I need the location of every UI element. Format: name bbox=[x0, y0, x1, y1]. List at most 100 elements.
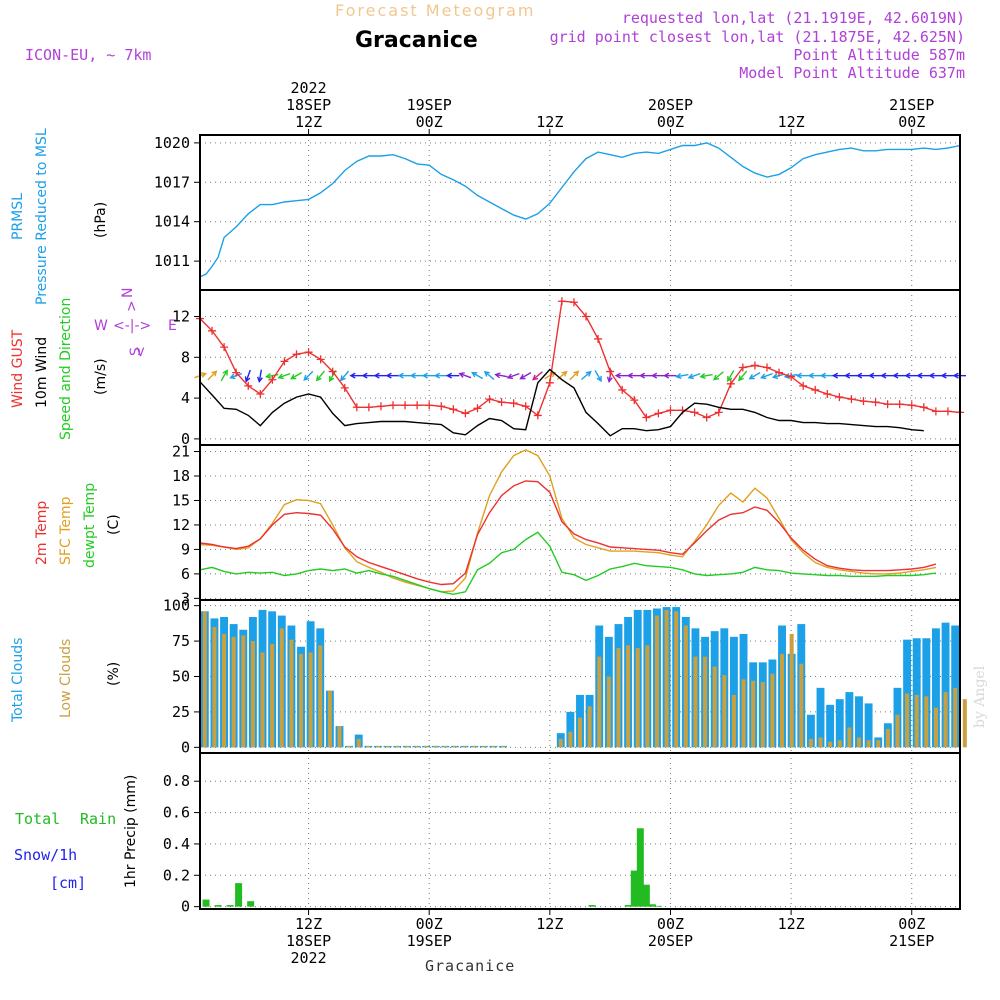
gust-marker bbox=[364, 403, 373, 412]
temp-unit: (C) bbox=[106, 514, 122, 535]
wind-vector bbox=[207, 370, 218, 381]
bottom-time-label: 12Z bbox=[778, 915, 805, 933]
wind-vector-head bbox=[831, 372, 839, 379]
gust-marker bbox=[352, 403, 361, 412]
wind-vector bbox=[397, 372, 412, 379]
gust-marker bbox=[618, 385, 627, 394]
gust-marker bbox=[871, 398, 880, 407]
compass-east: E bbox=[168, 318, 177, 334]
rain-bar bbox=[654, 905, 662, 907]
rain-bar bbox=[226, 905, 234, 907]
wind-vector bbox=[385, 372, 400, 379]
gust-marker bbox=[208, 326, 217, 335]
gust-marker bbox=[931, 407, 940, 416]
gust-marker bbox=[545, 378, 554, 387]
low-cloud-bar bbox=[366, 745, 371, 748]
bottom-time-label: 18SEP bbox=[286, 932, 331, 950]
wind-vector-head bbox=[561, 370, 568, 377]
low-cloud-bar bbox=[385, 745, 390, 748]
wind-vector-head bbox=[783, 373, 791, 379]
temp-dew-label: dewpt Temp bbox=[82, 483, 98, 568]
pressure-label-desc: Pressure Reduced to MSL bbox=[34, 128, 50, 305]
temp-ytick-label: 6 bbox=[181, 565, 190, 583]
gust-marker bbox=[726, 379, 735, 388]
wind-vector-head bbox=[868, 372, 875, 379]
rain-bar bbox=[630, 870, 638, 907]
low-cloud-bar bbox=[250, 641, 255, 748]
wind-vector-head bbox=[315, 375, 322, 382]
wind-dir-label: Speed and Direction bbox=[58, 298, 74, 440]
wind-vector bbox=[277, 372, 291, 380]
gust-marker bbox=[630, 396, 639, 405]
wind-vector-shaft bbox=[544, 372, 556, 380]
total-cloud-bar bbox=[845, 692, 854, 748]
wind-vector-head bbox=[606, 376, 613, 384]
gust-marker bbox=[823, 390, 832, 399]
precip-labels: Total Rain Snow/1h [cm] 1hr Precip (mm) bbox=[14, 775, 139, 892]
wind-panel: 0 4 8 12 bbox=[172, 289, 966, 448]
wind-vector-head bbox=[458, 372, 465, 378]
low-cloud-bar bbox=[568, 731, 573, 748]
low-cloud-bar bbox=[452, 745, 457, 748]
temp-ytick-label: 21 bbox=[172, 443, 190, 461]
low-cloud-bar bbox=[674, 611, 679, 748]
wind-vector-shaft bbox=[594, 370, 602, 382]
gust-marker bbox=[907, 401, 916, 410]
watermark: by Angel bbox=[972, 665, 988, 728]
wind-vector-shaft bbox=[245, 369, 251, 382]
total-cloud-bar bbox=[941, 622, 950, 748]
wind-vector-head bbox=[880, 372, 887, 379]
total-clouds-label: Total Clouds bbox=[10, 638, 26, 723]
wind-vector bbox=[831, 372, 846, 379]
gust-marker bbox=[268, 375, 277, 384]
panels: 1011101410171020048123691215182102550751… bbox=[154, 134, 967, 916]
compass-south: S bbox=[128, 347, 144, 356]
gust-marker bbox=[521, 402, 530, 411]
wind-vector-head bbox=[445, 372, 453, 379]
wind-vector bbox=[594, 370, 602, 383]
wind-vector-head bbox=[257, 376, 263, 384]
low-cloud-bar bbox=[260, 652, 265, 748]
gust-marker bbox=[642, 413, 651, 422]
wind-vector-head bbox=[573, 370, 580, 377]
low-cloud-bar bbox=[424, 745, 429, 748]
gust-marker bbox=[714, 408, 723, 417]
low-cloud-bar bbox=[654, 615, 659, 748]
gust-marker bbox=[292, 350, 301, 359]
low-cloud-bar bbox=[462, 745, 467, 748]
low-cloud-bar bbox=[962, 699, 967, 748]
wind-vector-shaft bbox=[749, 372, 761, 380]
wind-vector-shaft bbox=[459, 372, 472, 379]
wind-vector bbox=[638, 372, 653, 379]
wind-vector-shaft bbox=[290, 372, 303, 380]
low-cloud-bar bbox=[741, 679, 746, 748]
gust-marker bbox=[533, 411, 542, 420]
total-cloud-bar bbox=[566, 711, 575, 748]
low-cloud-bar bbox=[943, 692, 948, 748]
wind-vector-shaft bbox=[495, 373, 508, 378]
wind-vector-head bbox=[699, 373, 706, 379]
pressure-ytick-label: 1014 bbox=[154, 213, 190, 231]
wind-vector-shaft bbox=[507, 372, 520, 379]
wind-vector-head bbox=[421, 372, 428, 379]
wind-vector-head bbox=[819, 372, 827, 379]
cloud-labels: Total Clouds Low Clouds (%) bbox=[10, 638, 122, 723]
location-title: Gracanice bbox=[355, 28, 478, 53]
wind-vector-shaft bbox=[278, 372, 291, 379]
wind-vector-shaft bbox=[340, 370, 350, 381]
low-cloud-bar bbox=[279, 628, 284, 748]
low-clouds-label: Low Clouds bbox=[58, 639, 74, 718]
wind-vector-head bbox=[795, 372, 802, 379]
gust-marker bbox=[750, 361, 759, 370]
low-cloud-bar bbox=[395, 745, 400, 748]
wind-vector bbox=[650, 372, 665, 379]
wind-vector-head bbox=[385, 372, 392, 379]
low-cloud-bar bbox=[885, 728, 890, 748]
gust-marker bbox=[557, 297, 566, 306]
total-cloud-bar bbox=[806, 714, 815, 748]
gust-marker bbox=[569, 298, 578, 307]
wind-vector-head bbox=[532, 374, 539, 381]
wind-frame bbox=[199, 289, 961, 446]
low-cloud-bar bbox=[616, 648, 621, 748]
